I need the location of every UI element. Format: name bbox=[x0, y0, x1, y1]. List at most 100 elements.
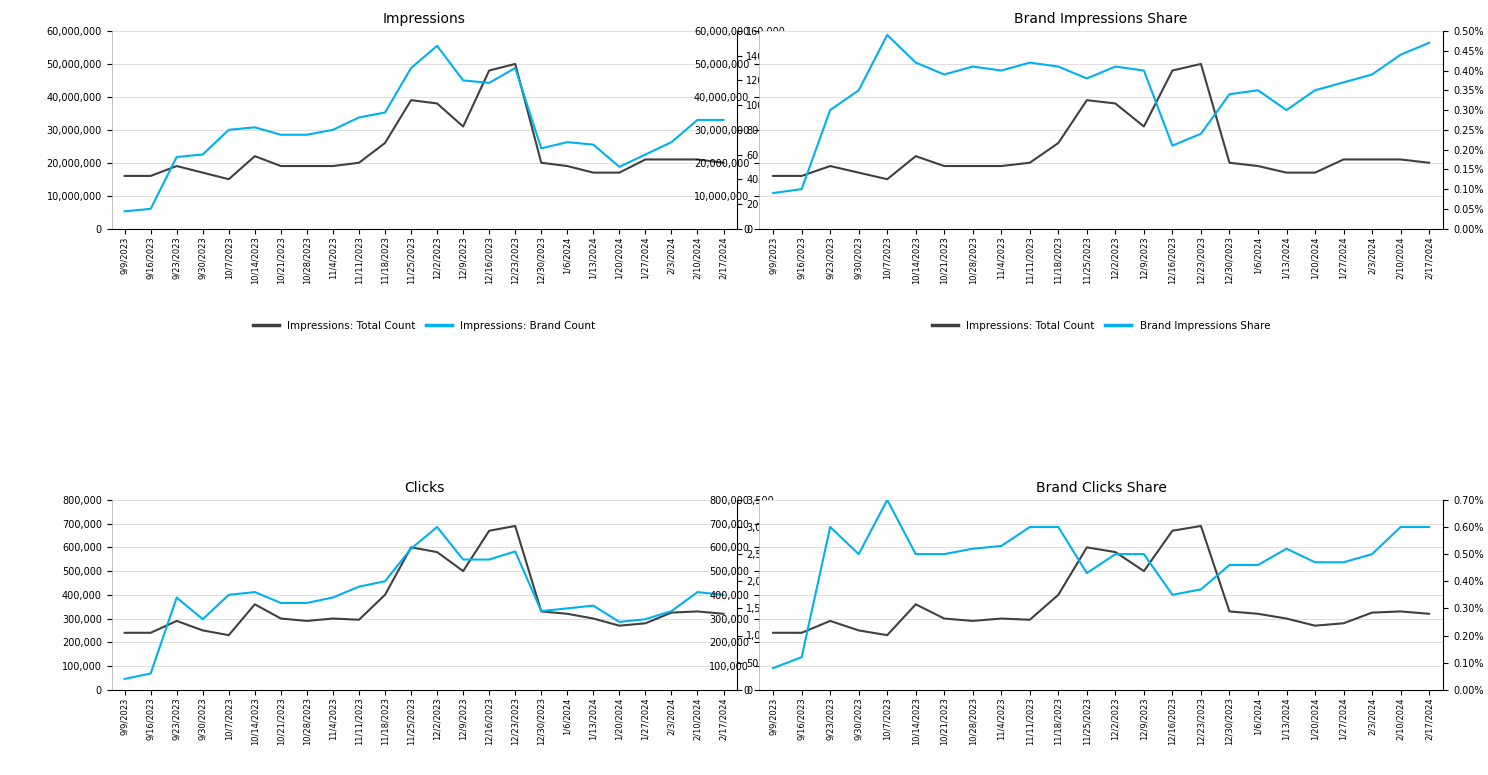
Clicks: Total Count: (6, 3e+05): Total Count: (6, 3e+05) bbox=[272, 614, 290, 623]
Impressions: Brand Count: (2, 5.8e+04): Brand Count: (2, 5.8e+04) bbox=[168, 153, 186, 162]
Impressions: Total Count: (0, 1.6e+07): Total Count: (0, 1.6e+07) bbox=[116, 171, 134, 181]
Brand Impressions Share bbox=[1248, 86, 1266, 95]
Brand Impressions Share bbox=[964, 62, 982, 71]
Brand Impressions Share bbox=[793, 184, 811, 194]
Impressions: Total Count: (1, 1.6e+07): Total Count: (1, 1.6e+07) bbox=[141, 171, 159, 181]
Line: Impressions: Brand Count: Impressions: Brand Count bbox=[125, 46, 723, 212]
Impressions: Brand Count: (18, 6.8e+04): Brand Count: (18, 6.8e+04) bbox=[585, 140, 603, 150]
Clicks: Total Count: (2, 2.9e+05): Total Count: (2, 2.9e+05) bbox=[168, 616, 186, 625]
Clicks: Brand Count: (6, 1.6e+03): Brand Count: (6, 1.6e+03) bbox=[272, 598, 290, 608]
Impressions: Total Count: (23, 2e+07): Total Count: (23, 2e+07) bbox=[1420, 158, 1437, 167]
Title: Clicks: Clicks bbox=[403, 480, 445, 494]
Impressions: Total Count: (9, 2e+07): Total Count: (9, 2e+07) bbox=[350, 158, 368, 167]
Impressions: Total Count: (23, 2e+07): Total Count: (23, 2e+07) bbox=[714, 158, 732, 167]
Impressions: Brand Count: (17, 7e+04): Brand Count: (17, 7e+04) bbox=[558, 137, 576, 146]
Brand Clicks Share bbox=[1278, 544, 1296, 553]
Impressions: Brand Count: (9, 9e+04): Brand Count: (9, 9e+04) bbox=[350, 113, 368, 122]
Impressions: Brand Count: (7, 7.6e+04): Brand Count: (7, 7.6e+04) bbox=[298, 130, 315, 140]
Clicks: Brand Count: (10, 2e+03): Brand Count: (10, 2e+03) bbox=[376, 577, 394, 586]
Impressions: Total Count: (6, 1.9e+07): Total Count: (6, 1.9e+07) bbox=[936, 161, 954, 170]
Clicks: Total Count: (16, 3.3e+05): Total Count: (16, 3.3e+05) bbox=[533, 607, 551, 616]
Impressions: Total Count: (22, 2.1e+07): Total Count: (22, 2.1e+07) bbox=[689, 155, 707, 164]
Impressions: Total Count: (19, 1.7e+07): Total Count: (19, 1.7e+07) bbox=[1306, 168, 1324, 177]
Clicks: Total Count: (14, 6.7e+05): Total Count: (14, 6.7e+05) bbox=[1164, 526, 1181, 536]
Clicks: Brand Count: (20, 1.3e+03): Brand Count: (20, 1.3e+03) bbox=[637, 615, 655, 624]
Clicks: Brand Count: (0, 200): Brand Count: (0, 200) bbox=[116, 674, 134, 684]
Clicks: Total Count: (8, 3e+05): Total Count: (8, 3e+05) bbox=[992, 614, 1010, 623]
Impressions: Brand Count: (13, 1.2e+05): Brand Count: (13, 1.2e+05) bbox=[454, 76, 472, 85]
Impressions: Total Count: (22, 2.1e+07): Total Count: (22, 2.1e+07) bbox=[1391, 155, 1409, 164]
Impressions: Total Count: (1, 1.6e+07): Total Count: (1, 1.6e+07) bbox=[793, 171, 811, 181]
Impressions: Total Count: (18, 1.7e+07): Total Count: (18, 1.7e+07) bbox=[585, 168, 603, 177]
Brand Impressions Share bbox=[850, 86, 868, 95]
Impressions: Brand Count: (6, 7.6e+04): Brand Count: (6, 7.6e+04) bbox=[272, 130, 290, 140]
Clicks: Total Count: (17, 3.2e+05): Total Count: (17, 3.2e+05) bbox=[1248, 609, 1266, 618]
Clicks: Brand Count: (5, 1.8e+03): Brand Count: (5, 1.8e+03) bbox=[246, 587, 263, 597]
Clicks: Total Count: (5, 3.6e+05): Total Count: (5, 3.6e+05) bbox=[246, 600, 263, 609]
Impressions: Brand Count: (20, 6e+04): Brand Count: (20, 6e+04) bbox=[637, 150, 655, 159]
Brand Impressions Share bbox=[906, 58, 924, 67]
Impressions: Total Count: (8, 1.9e+07): Total Count: (8, 1.9e+07) bbox=[992, 161, 1010, 170]
Clicks: Total Count: (21, 3.25e+05): Total Count: (21, 3.25e+05) bbox=[662, 608, 680, 617]
Line: Brand Impressions Share: Brand Impressions Share bbox=[774, 35, 1428, 193]
Brand Clicks Share bbox=[765, 663, 783, 673]
Brand Impressions Share bbox=[765, 188, 783, 198]
Clicks: Total Count: (6, 3e+05): Total Count: (6, 3e+05) bbox=[936, 614, 954, 623]
Clicks: Total Count: (15, 6.9e+05): Total Count: (15, 6.9e+05) bbox=[506, 522, 524, 531]
Brand Impressions Share bbox=[821, 105, 839, 115]
Impressions: Total Count: (7, 1.9e+07): Total Count: (7, 1.9e+07) bbox=[298, 161, 315, 170]
Clicks: Total Count: (16, 3.3e+05): Total Count: (16, 3.3e+05) bbox=[1220, 607, 1238, 616]
Impressions: Total Count: (2, 1.9e+07): Total Count: (2, 1.9e+07) bbox=[168, 161, 186, 170]
Brand Impressions Share bbox=[1107, 62, 1125, 71]
Brand Impressions Share bbox=[992, 66, 1010, 75]
Impressions: Total Count: (15, 5e+07): Total Count: (15, 5e+07) bbox=[1192, 60, 1210, 69]
Clicks: Total Count: (23, 3.2e+05): Total Count: (23, 3.2e+05) bbox=[1420, 609, 1437, 618]
Brand Clicks Share bbox=[1220, 560, 1238, 570]
Clicks: Total Count: (17, 3.2e+05): Total Count: (17, 3.2e+05) bbox=[558, 609, 576, 618]
Clicks: Total Count: (19, 2.7e+05): Total Count: (19, 2.7e+05) bbox=[1306, 621, 1324, 630]
Brand Impressions Share bbox=[1420, 38, 1437, 47]
Impressions: Brand Count: (10, 9.4e+04): Brand Count: (10, 9.4e+04) bbox=[376, 108, 394, 117]
Clicks: Brand Count: (18, 1.55e+03): Brand Count: (18, 1.55e+03) bbox=[585, 601, 603, 611]
Line: Clicks: Brand Count: Clicks: Brand Count bbox=[125, 527, 723, 679]
Clicks: Total Count: (18, 3e+05): Total Count: (18, 3e+05) bbox=[585, 614, 603, 623]
Clicks: Total Count: (0, 2.4e+05): Total Count: (0, 2.4e+05) bbox=[765, 628, 783, 637]
Brand Clicks Share bbox=[906, 549, 924, 559]
Impressions: Brand Count: (14, 1.18e+05): Brand Count: (14, 1.18e+05) bbox=[481, 78, 498, 88]
Impressions: Total Count: (9, 2e+07): Total Count: (9, 2e+07) bbox=[1021, 158, 1039, 167]
Clicks: Total Count: (12, 5.8e+05): Total Count: (12, 5.8e+05) bbox=[1107, 547, 1125, 556]
Clicks: Total Count: (13, 5e+05): Total Count: (13, 5e+05) bbox=[1135, 567, 1153, 576]
Clicks: Brand Count: (3, 1.3e+03): Brand Count: (3, 1.3e+03) bbox=[193, 615, 211, 624]
Clicks: Brand Count: (11, 2.6e+03): Brand Count: (11, 2.6e+03) bbox=[402, 544, 420, 553]
Clicks: Total Count: (12, 5.8e+05): Total Count: (12, 5.8e+05) bbox=[429, 547, 446, 556]
Clicks: Brand Count: (8, 1.7e+03): Brand Count: (8, 1.7e+03) bbox=[324, 593, 342, 602]
Title: Brand Impressions Share: Brand Impressions Share bbox=[1015, 12, 1187, 26]
Line: Clicks: Total Count: Clicks: Total Count bbox=[125, 526, 723, 636]
Clicks: Total Count: (22, 3.3e+05): Total Count: (22, 3.3e+05) bbox=[1391, 607, 1409, 616]
Impressions: Total Count: (17, 1.9e+07): Total Count: (17, 1.9e+07) bbox=[558, 161, 576, 170]
Clicks: Total Count: (23, 3.2e+05): Total Count: (23, 3.2e+05) bbox=[714, 609, 732, 618]
Brand Impressions Share bbox=[1077, 74, 1095, 83]
Brand Impressions Share bbox=[936, 70, 954, 79]
Brand Clicks Share bbox=[1107, 549, 1125, 559]
Brand Impressions Share bbox=[1335, 78, 1353, 87]
Impressions: Total Count: (8, 1.9e+07): Total Count: (8, 1.9e+07) bbox=[324, 161, 342, 170]
Impressions: Brand Count: (22, 8.8e+04): Brand Count: (22, 8.8e+04) bbox=[689, 115, 707, 125]
Impressions: Brand Count: (4, 8e+04): Brand Count: (4, 8e+04) bbox=[220, 125, 238, 135]
Clicks: Brand Count: (16, 1.45e+03): Brand Count: (16, 1.45e+03) bbox=[533, 606, 551, 615]
Clicks: Total Count: (3, 2.5e+05): Total Count: (3, 2.5e+05) bbox=[193, 625, 211, 635]
Clicks: Total Count: (5, 3.6e+05): Total Count: (5, 3.6e+05) bbox=[906, 600, 924, 609]
Impressions: Brand Count: (15, 1.3e+05): Brand Count: (15, 1.3e+05) bbox=[506, 64, 524, 73]
Clicks: Total Count: (11, 6e+05): Total Count: (11, 6e+05) bbox=[402, 542, 420, 552]
Clicks: Brand Count: (17, 1.5e+03): Brand Count: (17, 1.5e+03) bbox=[558, 604, 576, 613]
Impressions: Total Count: (12, 3.8e+07): Total Count: (12, 3.8e+07) bbox=[1107, 98, 1125, 108]
Impressions: Total Count: (2, 1.9e+07): Total Count: (2, 1.9e+07) bbox=[821, 161, 839, 170]
Clicks: Brand Count: (4, 1.75e+03): Brand Count: (4, 1.75e+03) bbox=[220, 591, 238, 600]
Brand Clicks Share bbox=[936, 549, 954, 559]
Impressions: Total Count: (6, 1.9e+07): Total Count: (6, 1.9e+07) bbox=[272, 161, 290, 170]
Clicks: Total Count: (20, 2.8e+05): Total Count: (20, 2.8e+05) bbox=[637, 618, 655, 628]
Impressions: Total Count: (4, 1.5e+07): Total Count: (4, 1.5e+07) bbox=[220, 174, 238, 184]
Impressions: Brand Count: (11, 1.3e+05): Brand Count: (11, 1.3e+05) bbox=[402, 64, 420, 73]
Clicks: Total Count: (9, 2.95e+05): Total Count: (9, 2.95e+05) bbox=[350, 615, 368, 625]
Brand Clicks Share bbox=[964, 544, 982, 553]
